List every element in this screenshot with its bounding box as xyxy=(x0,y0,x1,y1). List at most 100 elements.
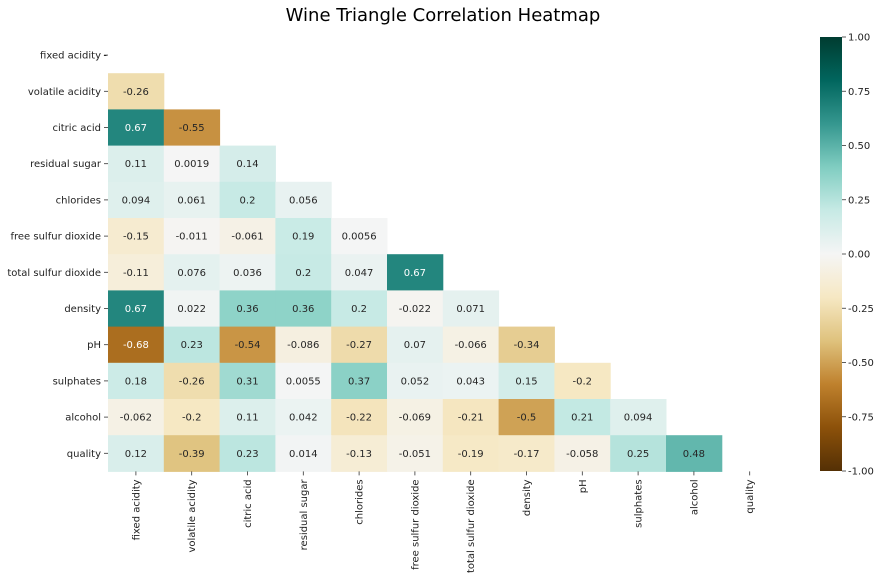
heatmap-cell xyxy=(275,181,332,219)
cell-value-label: -0.086 xyxy=(287,340,319,351)
cell-value-label: 0.67 xyxy=(125,304,147,315)
heatmap-cell xyxy=(275,218,332,255)
cell-value-label: -0.26 xyxy=(123,87,149,98)
heatmap-cell xyxy=(163,290,221,328)
heatmap-cell xyxy=(108,326,165,364)
heatmap-cell xyxy=(331,254,388,291)
cell-value-label: -0.27 xyxy=(346,340,372,351)
cell-value-label: 0.07 xyxy=(404,340,426,351)
cell-value-label: 0.036 xyxy=(233,268,262,279)
cell-value-label: -0.066 xyxy=(455,340,487,351)
heatmap-cell xyxy=(163,145,221,183)
heatmap-cell xyxy=(610,435,667,472)
cell-value-label: 0.076 xyxy=(177,268,206,279)
heatmap-cell xyxy=(442,290,500,328)
cell-value-label: 0.36 xyxy=(292,304,314,315)
cell-value-label: -0.39 xyxy=(179,449,205,460)
heatmap-cell xyxy=(331,435,388,472)
cell-value-label: 0.094 xyxy=(624,413,653,424)
heatmap-cell xyxy=(219,290,276,328)
heatmap-cell xyxy=(219,218,276,255)
row-tick-label: pH xyxy=(87,340,101,351)
cell-value-label: -0.061 xyxy=(231,232,263,243)
cell-value-label: 0.0056 xyxy=(342,232,377,243)
heatmap-cell xyxy=(163,326,221,364)
cell-value-label: -0.022 xyxy=(399,304,431,315)
heatmap-cell xyxy=(331,362,388,400)
heatmap-cell xyxy=(163,435,221,472)
row-tick-label: chlorides xyxy=(56,195,101,206)
colorbar-ticks: -1.00 -0.75 -0.50 -0.25 0.00 0.25 0.50 0.75 1.00 xyxy=(842,33,874,478)
heatmap-cell xyxy=(219,435,276,472)
row-tick-labels: fixed acidity volatile acidity citric acid… xyxy=(7,51,108,460)
cell-value-label: 0.042 xyxy=(289,413,318,424)
cell-value-label: -0.2 xyxy=(573,376,593,387)
heatmap-cell xyxy=(108,73,165,110)
heatmap-cell xyxy=(275,362,332,400)
cell-value-label: -0.19 xyxy=(458,449,484,460)
cell-value-label: -0.069 xyxy=(399,413,431,424)
cell-value-label: -0.11 xyxy=(123,268,149,279)
cell-value-label: -0.17 xyxy=(514,449,540,460)
cell-value-label: 0.15 xyxy=(515,376,537,387)
cell-value-label: 0.2 xyxy=(240,195,256,206)
column-tick-label: citric acid xyxy=(243,479,254,528)
heatmap-cell xyxy=(219,362,276,400)
cell-value-label: 0.23 xyxy=(236,449,258,460)
colorbar-tick-label: 0.50 xyxy=(848,141,870,152)
heatmap-cell xyxy=(554,362,611,400)
column-tick-label: quality xyxy=(745,479,756,513)
cell-value-label: -0.55 xyxy=(179,123,205,134)
cell-value-label: 0.056 xyxy=(289,195,318,206)
heatmap-cell xyxy=(275,435,332,472)
heatmap-cell xyxy=(275,399,332,436)
cell-value-label: 0.36 xyxy=(236,304,258,315)
empty-row-dash: - xyxy=(103,51,107,62)
heatmap-cell xyxy=(219,399,276,436)
heatmap-cell xyxy=(554,435,611,472)
colorbar-gradient-bar xyxy=(820,37,842,471)
column-tick-labels: fixed acidity volatile acidity citric acid… xyxy=(131,471,756,573)
cell-value-label: 0.061 xyxy=(177,195,206,206)
heatmap-cell xyxy=(387,326,444,364)
colorbar-tick-label: 0.00 xyxy=(848,250,870,261)
heatmap-cell xyxy=(498,326,555,364)
heatmap-cell xyxy=(108,145,165,183)
cell-value-label: 0.052 xyxy=(401,376,430,387)
heatmap-cell xyxy=(108,109,165,147)
row-tick-label: free sulfur dioxide xyxy=(10,232,101,243)
cell-value-label: -0.54 xyxy=(235,340,261,351)
cell-value-label: -0.13 xyxy=(346,449,372,460)
colorbar-tick-label: -0.50 xyxy=(848,358,874,369)
colorbar-tick-label: -1.00 xyxy=(848,467,874,478)
cell-value-label: 0.25 xyxy=(627,449,649,460)
heatmap-cell xyxy=(108,362,165,400)
heatmap-cell xyxy=(387,254,444,291)
cell-value-label: 0.19 xyxy=(292,232,314,243)
cell-value-label: 0.31 xyxy=(236,376,258,387)
cell-value-label: 0.48 xyxy=(683,449,705,460)
cell-value-label: 0.022 xyxy=(177,304,206,315)
heatmap-cell xyxy=(219,326,276,364)
heatmap-cells: -0.26 0.67 -0.55 0.11 0.0019 0.14 0.094 0.061 0.… xyxy=(108,73,723,472)
heatmap-cell xyxy=(108,435,165,472)
colorbar: -1.00 -0.75 -0.50 -0.25 0.00 0.25 0.50 0.75 1.00 xyxy=(820,33,874,478)
heatmap-cell xyxy=(108,181,165,219)
heatmap-cell xyxy=(275,290,332,328)
column-tick-label: free sulfur dioxide xyxy=(410,479,421,570)
cell-value-label: -0.34 xyxy=(514,340,540,351)
cell-value-label: -0.058 xyxy=(566,449,598,460)
cell-value-label: -0.2 xyxy=(182,413,202,424)
row-tick-label: residual sugar xyxy=(30,159,102,170)
heatmap-cell xyxy=(442,435,500,472)
heatmap-cell xyxy=(219,254,276,291)
heatmap-cell xyxy=(554,399,611,436)
row-tick-label: quality xyxy=(67,449,101,460)
colorbar-tick-label: -0.25 xyxy=(848,304,874,315)
chart-title: Wine Triangle Correlation Heatmap xyxy=(286,5,601,26)
colorbar-tick-label: 1.00 xyxy=(848,33,870,44)
column-tick-label: pH xyxy=(578,479,589,493)
heatmap-cell xyxy=(163,399,221,436)
cell-value-label: 0.071 xyxy=(456,304,485,315)
cell-value-label: -0.051 xyxy=(399,449,431,460)
